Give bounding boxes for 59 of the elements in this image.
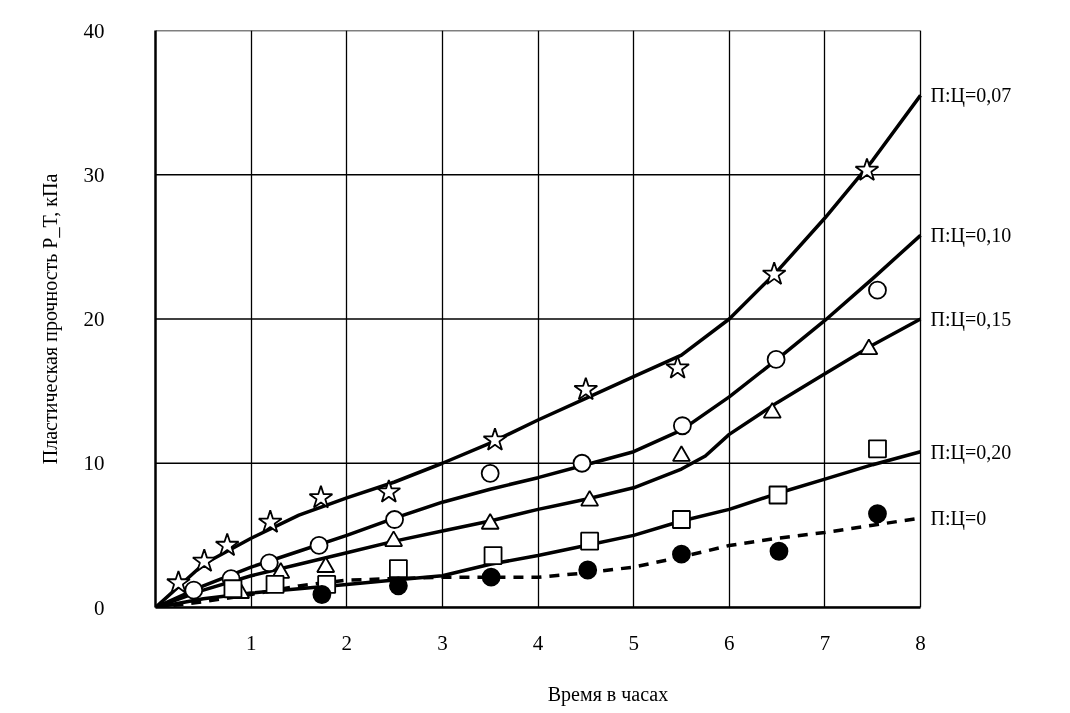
point	[223, 579, 243, 599]
point	[868, 280, 887, 300]
point	[868, 504, 887, 524]
point	[672, 416, 692, 436]
x-tick-label: 3	[437, 630, 448, 655]
x-tick-label: 1	[245, 630, 257, 655]
point	[859, 338, 879, 356]
point	[480, 513, 500, 530]
point	[309, 536, 329, 555]
point	[762, 402, 782, 419]
point	[483, 546, 503, 565]
x-tick-label: 6	[724, 630, 735, 655]
point	[768, 485, 788, 505]
y-tick-label: 0	[94, 595, 105, 620]
series-label: П:Ц=0,20	[930, 440, 1012, 464]
point	[265, 575, 285, 594]
x-tick-label: 2	[341, 630, 352, 655]
point	[580, 531, 600, 551]
series-label: П:Ц=0	[930, 507, 987, 531]
x-tick-label: 4	[532, 630, 544, 655]
point	[312, 585, 332, 604]
x-tick-label: 5	[628, 630, 639, 655]
series-label: П:Ц=0,10	[930, 224, 1012, 248]
point	[308, 484, 334, 509]
point	[766, 350, 786, 369]
y-tick-label: 30	[83, 162, 105, 187]
point	[376, 479, 402, 503]
point	[385, 510, 404, 529]
y-tick-label: 10	[83, 451, 105, 476]
x-axis-title: Время в часах	[547, 682, 669, 706]
point	[166, 570, 191, 594]
point	[214, 532, 240, 557]
series-label: П:Ц=0,15	[930, 308, 1012, 331]
point	[665, 355, 690, 379]
point	[480, 463, 500, 483]
x-tick-label: 8	[915, 630, 926, 655]
point	[573, 376, 599, 401]
point	[761, 261, 787, 285]
y-tick-label: 20	[83, 307, 105, 331]
point	[191, 548, 217, 572]
point	[482, 427, 508, 451]
series-label: П:Ц=0,07	[930, 84, 1012, 108]
point	[388, 576, 408, 596]
point	[580, 490, 600, 507]
point	[672, 544, 691, 564]
point	[572, 453, 592, 473]
point	[259, 553, 279, 573]
point	[184, 580, 204, 600]
point	[672, 510, 691, 529]
y-tick-label: 40	[83, 18, 105, 43]
point	[257, 509, 283, 533]
point	[854, 157, 880, 182]
point	[672, 445, 691, 462]
y-axis-title: Пластическая прочность P_T, кПа	[38, 173, 62, 465]
x-tick-label: 7	[819, 630, 831, 655]
point	[769, 541, 789, 561]
point	[481, 567, 501, 587]
point	[578, 560, 598, 580]
point	[868, 439, 887, 459]
